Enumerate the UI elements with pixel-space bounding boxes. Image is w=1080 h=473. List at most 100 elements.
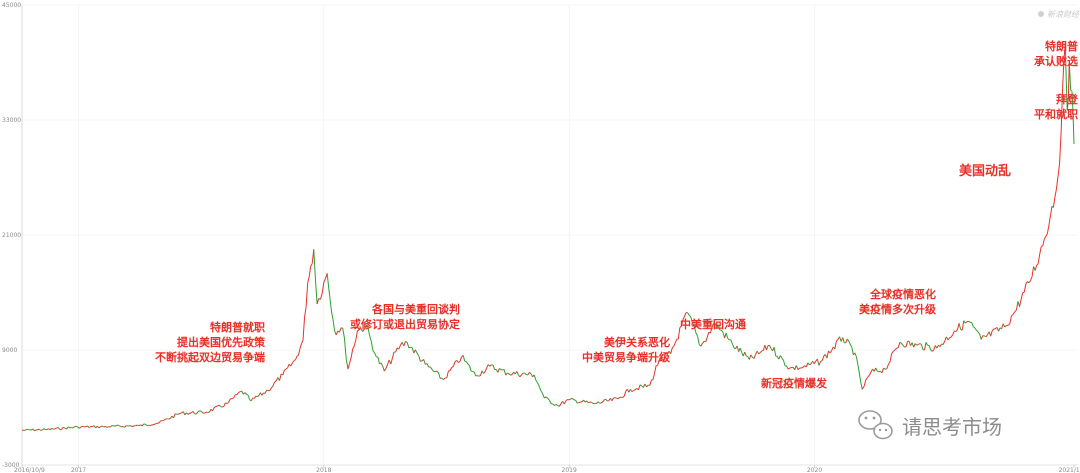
price-segment [431,368,434,372]
price-segment [1054,189,1057,198]
price-segment [697,336,700,345]
price-segment [787,367,790,370]
annotations: 特朗普就职提出美国优先政策不断挑起双边贸易争端 各国与美重回谈判或修订或退出贸易协… [155,39,1079,390]
annotation-line: 提出美国优先政策 [177,335,266,349]
price-segment [623,391,627,397]
price-segment [352,345,355,350]
price-segment [403,341,406,346]
price-segment [834,340,837,350]
price-segment [984,335,987,338]
price-segment [577,402,579,404]
price-segment [195,411,199,415]
price-segment [1019,299,1022,307]
y-tick-label: 33000 [2,117,21,124]
price-segment [34,429,37,432]
price-segment [821,356,825,361]
price-segment [459,356,463,362]
price-segment [720,329,724,333]
price-segment [845,338,848,343]
price-segment [631,390,634,393]
price-segment [168,417,171,420]
price-segment [530,373,534,378]
price-segment [568,398,572,401]
price-segment [192,411,196,415]
price-segment [867,375,870,378]
annotation-line: 承认败选 [1034,54,1078,68]
price-segment [369,334,372,342]
price-segment [1002,323,1006,328]
price-segment [881,368,885,373]
price-segment [949,336,952,339]
price-segment [690,316,694,324]
price-segment [331,312,334,320]
price-segment [894,347,897,351]
price-segment [892,349,896,352]
price-segment [456,360,459,363]
price-segment [114,424,117,427]
price-segment [269,387,272,392]
price-segment [955,329,958,332]
price-segment [617,397,621,400]
price-segment [462,355,466,362]
price-segment [705,337,708,343]
price-segment [380,362,384,367]
annotation-line: 不断挑起双边贸易争端 [155,350,265,364]
price-segment [976,329,979,333]
price-segment [756,350,760,355]
price-segment [1007,323,1011,326]
price-segment [319,293,323,300]
price-segment [43,428,46,431]
price-segment [75,425,78,428]
price-segment [529,371,532,375]
price-segment [290,362,293,367]
price-segment [826,350,829,359]
price-segment [363,325,367,330]
price-segment [416,352,420,356]
price-segment [267,389,270,392]
price-segment [343,337,347,360]
price-segment [1001,323,1004,329]
price-segment [186,412,189,415]
price-segment [655,364,658,367]
price-segment [414,349,418,354]
price-segment [84,426,87,428]
price-segment [49,427,53,431]
price-segment [1030,276,1033,281]
price-segment [347,363,351,370]
annotation-line: 拜登 [1056,92,1079,106]
annotation: 特朗普就职提出美国优先政策不断挑起双边贸易争端 [155,320,266,364]
price-segment [639,384,643,387]
price-segment [855,356,859,365]
price-segment [575,399,578,404]
price-segment [998,327,1001,332]
price-segment [357,329,360,332]
price-segment [733,347,736,350]
price-segment [1045,233,1048,237]
price-segment [130,425,133,428]
price-segment [305,282,309,307]
price-segment [326,273,330,288]
price-segment [98,426,101,429]
price-segment [977,331,981,335]
price-segment [101,425,105,428]
price-segment [654,365,657,374]
price-segment [105,426,108,428]
price-segment [332,319,336,331]
price-segment [891,351,894,354]
price-segment [789,367,792,369]
price-segment [762,344,766,351]
price-segment [353,339,357,346]
price-segment [722,332,726,339]
price-segment [272,381,276,387]
x-tick-label: 2016/10/9 [14,467,45,473]
price-segment [241,390,244,395]
price-segment [633,389,636,391]
price-segment [62,426,65,429]
price-segment [702,340,705,344]
grid [21,4,1078,466]
price-segment [794,365,797,371]
price-segment [1043,236,1047,240]
price-segment [813,360,817,364]
price-segment [122,426,125,428]
price-segment [299,343,302,349]
